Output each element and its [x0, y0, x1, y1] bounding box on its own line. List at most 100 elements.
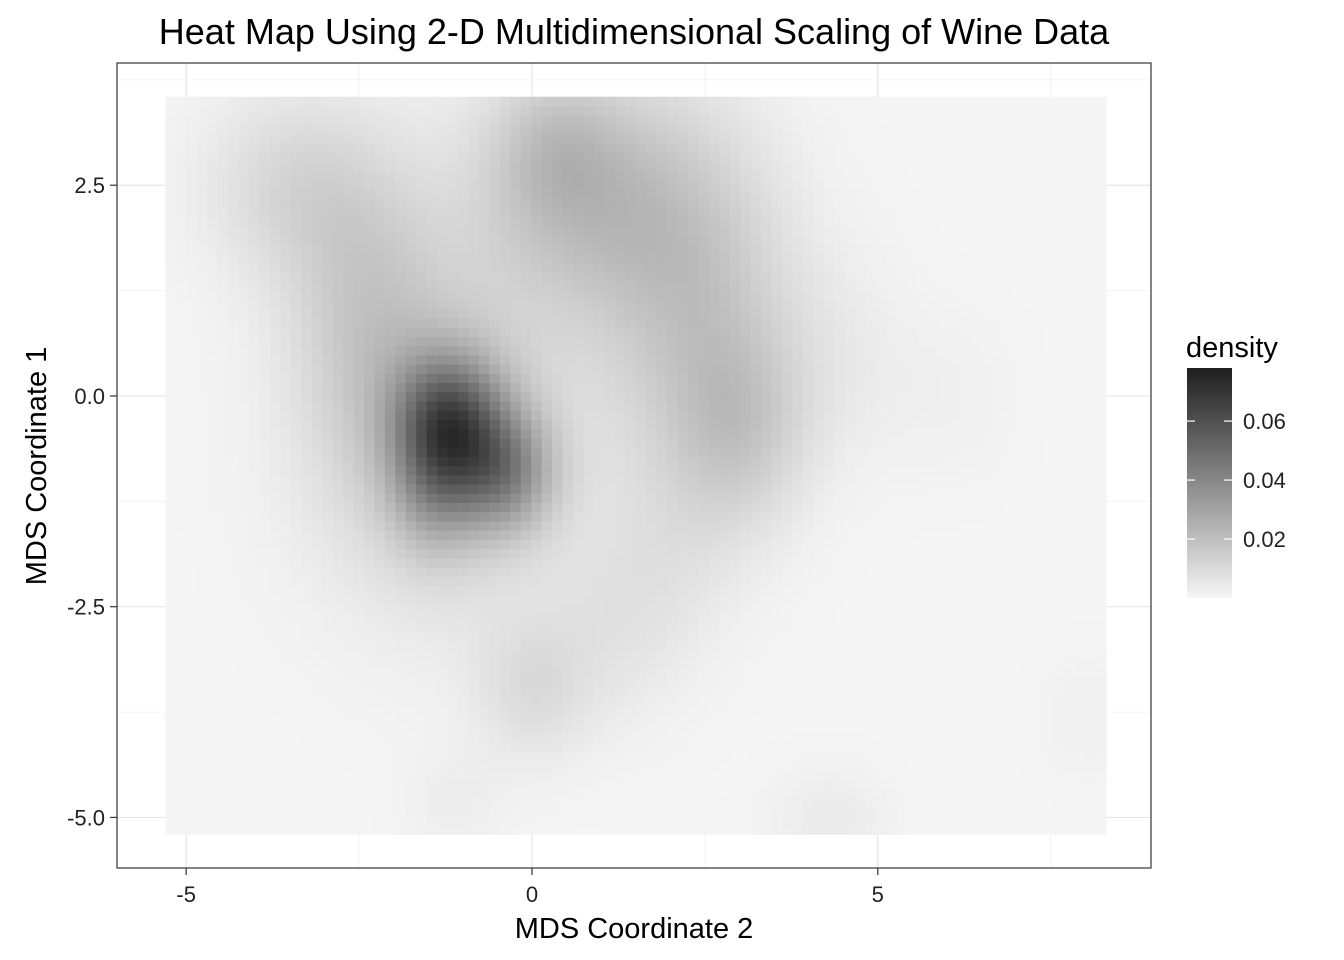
heat-cell — [165, 520, 177, 531]
heat-cell — [290, 649, 302, 660]
heat-cell — [290, 345, 302, 356]
heat-cell — [458, 493, 470, 503]
heat-cell — [259, 410, 271, 420]
heat-cell — [447, 253, 459, 264]
heat-cell — [249, 714, 261, 725]
heat-cell — [437, 244, 449, 255]
heat-cell — [332, 105, 344, 116]
heat-cell — [437, 751, 449, 762]
heat-cell — [614, 235, 626, 245]
heat-cell — [384, 382, 396, 393]
heat-cell — [761, 576, 773, 586]
heat-cell — [761, 649, 773, 660]
heat-cell — [301, 530, 313, 540]
heat-cell — [395, 695, 407, 706]
heat-cell — [677, 456, 689, 467]
heat-cell — [698, 290, 710, 301]
heat-cell — [301, 382, 313, 393]
heat-cell — [290, 133, 302, 144]
heat-cell — [426, 576, 438, 586]
heat-cell — [719, 382, 731, 393]
heat-cell — [531, 271, 543, 282]
heat-cell — [353, 253, 365, 264]
heat-cell — [687, 225, 700, 236]
heat-cell — [437, 419, 449, 430]
heat-cell — [813, 760, 825, 771]
heat-cell — [165, 290, 177, 301]
heat-cell — [719, 170, 731, 181]
heat-cell — [489, 244, 501, 255]
heat-cell — [687, 585, 700, 596]
heat-cell — [290, 253, 302, 264]
heat-cell — [426, 419, 438, 430]
heat-cell — [186, 760, 198, 771]
heat-cell — [228, 345, 240, 356]
heat-cell — [510, 262, 522, 273]
heat-cell — [719, 235, 731, 245]
heat-cell — [593, 124, 605, 135]
heat-cell — [384, 133, 396, 144]
heat-cell — [322, 188, 334, 199]
heat-cell — [249, 225, 261, 236]
heat-cell — [667, 207, 679, 218]
heat-cell — [175, 253, 187, 264]
heat-cell — [280, 428, 292, 439]
heat-cell — [343, 364, 355, 374]
heat-cell — [175, 769, 187, 780]
heat-cell — [384, 585, 396, 596]
heat-cell — [217, 502, 229, 513]
heat-cell — [238, 336, 250, 347]
heat-cell — [583, 613, 595, 623]
heat-cell — [478, 235, 491, 245]
heat-cell — [447, 373, 459, 384]
heat-cell — [656, 262, 668, 273]
heat-cell — [573, 631, 585, 642]
heat-cell — [792, 483, 804, 494]
heat-cell — [395, 327, 407, 338]
heat-cell — [771, 474, 783, 485]
heat-cell — [478, 705, 491, 716]
heat-cell — [217, 336, 229, 347]
heat-cell — [353, 511, 365, 522]
heat-cell — [635, 281, 647, 291]
heat-cell — [395, 382, 407, 393]
heat-cell — [196, 327, 208, 338]
heat-cell — [301, 723, 313, 734]
heat-cell — [322, 354, 334, 365]
heat-cell — [635, 585, 647, 596]
heat-cell — [384, 290, 396, 301]
heat-cell — [625, 262, 637, 273]
heat-cell — [249, 788, 261, 798]
heat-cell — [353, 815, 365, 826]
heat-cell — [520, 539, 532, 550]
heat-cell — [468, 530, 480, 540]
heat-cell — [363, 502, 376, 513]
heat-cell — [217, 686, 229, 697]
heat-cell — [458, 502, 470, 513]
heat-cell — [604, 769, 616, 780]
heat-cell — [374, 299, 386, 310]
heat-cell — [604, 732, 616, 743]
heat-cell — [374, 502, 386, 513]
heat-cell — [614, 677, 626, 688]
heat-cell — [343, 539, 355, 550]
heat-cell — [468, 566, 480, 577]
heat-cell — [478, 382, 491, 393]
heat-cell — [259, 548, 271, 559]
heat-cell — [802, 299, 814, 310]
heat-cell — [353, 732, 365, 743]
heat-cell — [196, 161, 208, 172]
heat-cell — [489, 465, 501, 476]
heat-cell — [290, 179, 302, 190]
heat-cell — [290, 161, 302, 172]
heat-cell — [573, 105, 585, 116]
heat-cell — [802, 695, 814, 706]
heat-cell — [196, 603, 208, 614]
heat-cell — [531, 566, 543, 577]
heat-cell — [458, 317, 470, 328]
heat-cell — [604, 751, 616, 762]
heat-cell — [531, 96, 543, 107]
heat-cell — [698, 603, 710, 614]
heat-cell — [552, 225, 564, 236]
heat-cell — [719, 483, 731, 494]
